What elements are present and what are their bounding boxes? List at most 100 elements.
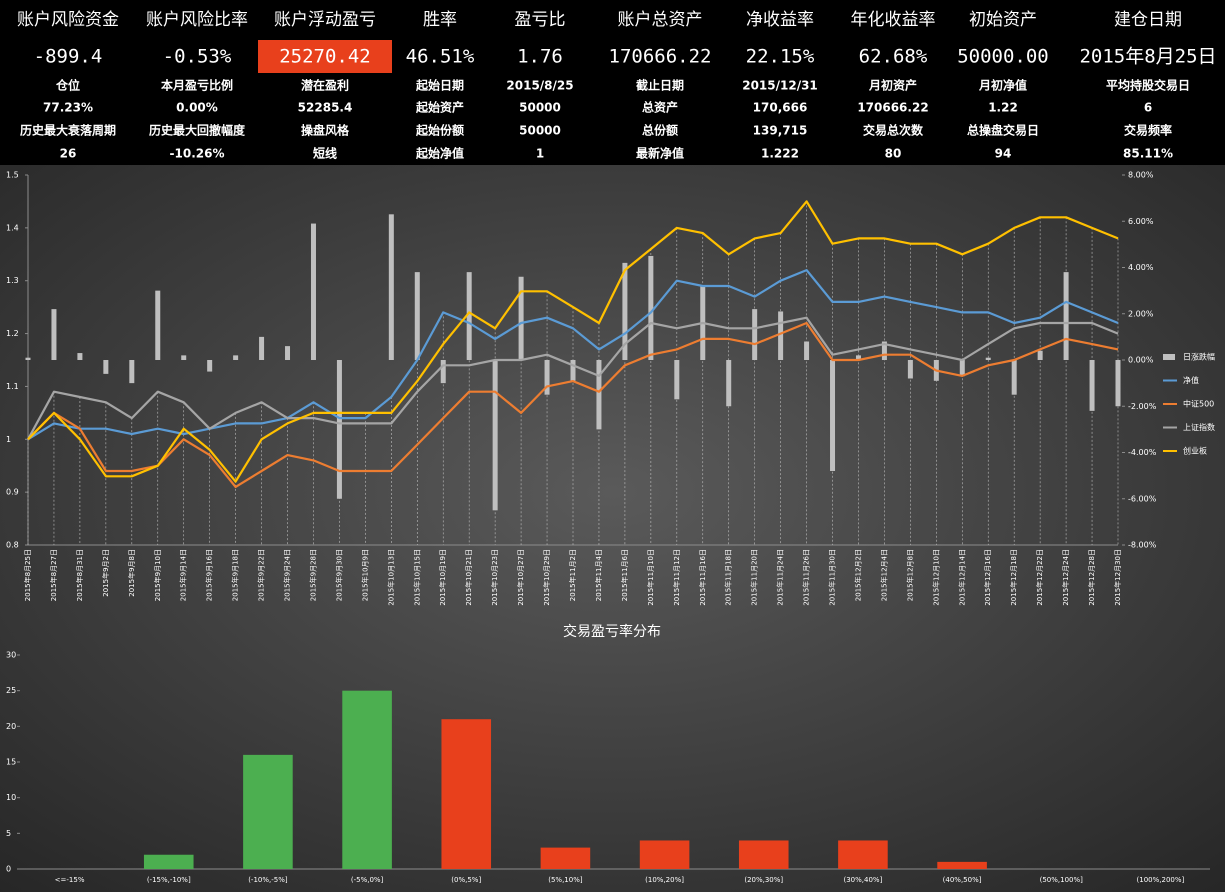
stat-big: 账户风险比率 [146,10,248,30]
x-tick-label: 2015年12月10日 [931,549,940,606]
stat-cell: 仓位 [55,78,80,93]
stat-cell: 起始日期 [415,78,464,93]
x-tick-label: (10%,20%] [645,876,684,884]
x-tick-label: <=-15% [55,876,85,884]
y2-tick-label: 0.00% [1128,356,1154,365]
stat-big: 盈亏比 [515,10,566,30]
y-tick-label: 0 [6,865,11,874]
stat-big: 62.68% [859,46,928,68]
stat-big: 22.15% [746,46,815,68]
stat-cell: 50000 [519,101,561,115]
y-tick-label: 15 [6,758,16,767]
bar [738,840,789,869]
x-tick-label: 2015年12月2日 [853,549,862,601]
x-tick-label: 2015年11月30日 [828,549,837,606]
bar [907,360,913,379]
y-tick-label: 25 [6,686,16,695]
chart-title: 交易盈亏率分布 [563,623,661,640]
stat-cell: 总操盘交易日 [967,123,1039,138]
stat-cell: 潜在盈利 [301,78,349,93]
stat-cell: 短线 [313,146,337,161]
stat-cell: 本月盈亏比例 [161,78,233,93]
x-tick-label: 2015年10月13日 [386,549,395,606]
line [27,200,1119,483]
y2-tick-label: -2.00% [1128,402,1157,411]
y2-tick-label: -6.00% [1128,494,1157,503]
stat-cell: 6 [1144,101,1152,115]
y-tick-label: 20 [6,722,16,731]
x-tick-label: 2015年11月12日 [672,549,681,606]
y-tick-label: 10 [6,793,16,802]
stat-big: 170666.22 [609,46,712,68]
stat-cell: -10.26% [170,147,225,161]
stat-big: 46.51% [406,46,475,68]
x-tick-label: (-15%,-10%] [147,876,191,884]
bar [233,355,239,360]
bar [25,357,31,360]
legend-label: 中证500 [1183,399,1214,409]
x-tick-label: 2015年12月4日 [879,549,888,601]
x-tick-label: 2015年12月24日 [1061,549,1070,606]
bar [804,341,810,360]
bar [830,360,836,471]
bar [207,360,213,372]
bar [540,847,591,869]
bar [726,360,732,407]
bar [342,690,392,869]
x-tick-label: 2015年11月2日 [568,549,577,601]
bar [596,360,602,430]
bar [155,290,161,360]
x-tick-label: 2015年8月27日 [49,549,58,601]
x-tick-label: 2015年8月31日 [75,549,84,601]
x-tick-label: 2015年11月10日 [646,549,655,606]
stat-cell: 月初净值 [978,78,1027,93]
bar [648,255,654,360]
x-tick-label: (40%,50%] [943,876,982,884]
bar [1089,360,1095,411]
x-tick-label: 2015年9月2日 [101,549,110,597]
bar [1037,350,1043,360]
bar [1063,272,1069,360]
bar [1011,360,1017,395]
stat-big: 初始资产 [969,10,1037,30]
stat-cell: 2015/12/31 [742,79,818,93]
x-tick-label: 2015年9月30日 [334,549,343,601]
stat-cell: 历史最大衰落周期 [20,123,116,138]
y2-tick-label: -8.00% [1128,541,1157,550]
stat-cell: 截止日期 [636,78,684,93]
x-tick-label: 2015年10月15日 [412,549,421,606]
y-tick-label: 1.5 [6,171,19,180]
bar [881,341,887,360]
stat-cell: 139,715 [753,124,808,138]
stat-cell: 起始份额 [415,123,464,138]
stat-cell: 50000 [519,124,561,138]
bar [388,214,394,360]
legend-label: 净值 [1183,375,1199,385]
bar [937,861,987,869]
legend-label: 创业板 [1183,446,1207,456]
x-tick-label: (20%,30%] [744,876,783,884]
y-tick-label: 1.4 [6,223,19,232]
bar [518,276,524,360]
stat-cell: 26 [60,147,77,161]
x-tick-label: 2015年10月23日 [490,549,499,606]
y2-tick-label: 2.00% [1128,309,1154,318]
bar [959,360,965,377]
x-tick-label: (0%,5%] [451,876,481,884]
y2-tick-label: 8.00% [1128,171,1154,180]
stat-cell: 52285.4 [298,101,353,115]
y2-tick-label: 4.00% [1128,263,1154,272]
bar [1115,360,1121,407]
stat-cell: 交易频率 [1124,123,1172,138]
y-tick-label: 1.3 [6,276,19,285]
stat-cell: 1.22 [988,101,1018,115]
bar [492,360,498,511]
stat-cell: 历史最大回撤幅度 [149,123,246,138]
x-tick-label: 2015年12月22日 [1035,549,1044,606]
x-tick-label: 2015年11月4日 [594,549,603,601]
stat-big: 账户总资产 [618,10,703,30]
x-tick-label: 2015年11月26日 [802,549,811,606]
stat-big: 25270.42 [279,46,371,68]
stat-cell: 最新净值 [636,146,684,161]
